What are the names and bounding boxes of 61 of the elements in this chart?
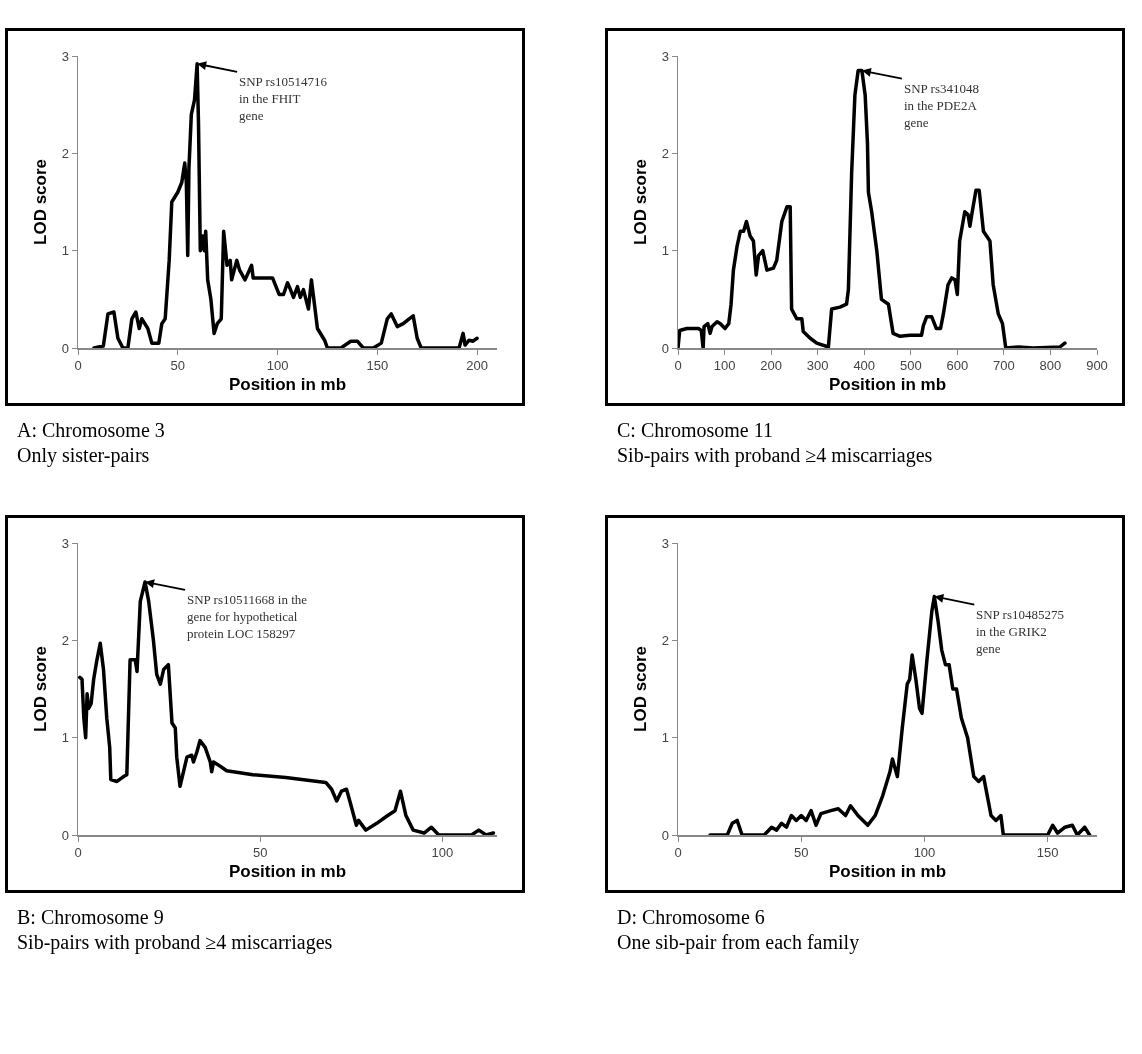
line-series [708, 594, 1092, 835]
y-axis-title: LOD score [31, 159, 51, 245]
y-tick-label: 1 [61, 243, 69, 259]
y-axis-title: LOD score [631, 159, 651, 245]
x-tick-label: 100 [266, 358, 289, 374]
y-tick-label: 0 [661, 340, 669, 356]
text: D: Chromosome 6 [617, 905, 766, 930]
y-tick-label: 2 [661, 632, 669, 648]
x-axis-title: Position in mb [828, 375, 947, 395]
x-tick-label: 100 [913, 845, 936, 861]
text: A: Chromosome 3 [17, 418, 166, 443]
x-tick-label: 800 [1039, 358, 1062, 374]
x-tick-label: 150 [1036, 845, 1059, 861]
annotation: SNP rs10485275 in the GRIK2 gene [976, 607, 1065, 656]
y-tick-label: 3 [661, 535, 669, 551]
x-tick-label: 50 [794, 845, 809, 861]
y-tick-label: 1 [661, 730, 669, 746]
text: Sib-pairs with proband ≥4 miscarriages [617, 443, 934, 468]
text: Only sister-pairs [17, 443, 151, 468]
x-tick-label: 200 [760, 358, 782, 374]
y-tick-label: 2 [661, 145, 669, 161]
x-tick-label: 400 [853, 358, 876, 374]
y-tick-label: 3 [61, 535, 69, 551]
y-axis-title: LOD score [31, 646, 51, 732]
y-tick-label: 2 [61, 632, 69, 648]
x-tick-label: 0 [74, 845, 82, 861]
text: Sib-pairs with proband ≥4 miscarriages [17, 930, 334, 955]
x-tick-label: 0 [674, 845, 682, 861]
x-tick-label: 500 [899, 358, 922, 374]
x-tick-label: 0 [74, 358, 82, 374]
y-axis-title: LOD score [631, 646, 651, 732]
x-tick-label: 50 [252, 845, 268, 861]
y-tick-label: 1 [661, 243, 669, 259]
annotation: SNP rs10511668 in the gene for hypothetical protein LOC 158297 [187, 592, 308, 641]
x-axis-title: Position in mb [228, 862, 347, 882]
x-tick-label: 50 [170, 358, 185, 374]
annotation: SNP rs10514716 in the FHIT gene [239, 74, 328, 123]
y-tick-label: 0 [661, 827, 669, 843]
y-tick-label: 0 [61, 340, 69, 356]
x-tick-label: 600 [946, 358, 969, 374]
line-series [92, 62, 479, 348]
text: B: Chromosome 9 [17, 905, 165, 930]
x-tick-label: 100 [431, 845, 454, 861]
x-tick-label: 200 [466, 358, 488, 374]
line-series [678, 68, 1067, 348]
x-axis-title: Position in mb [828, 862, 947, 882]
x-tick-label: 300 [806, 358, 829, 374]
x-tick-label: 0 [674, 358, 682, 374]
text: One sib-pair from each family [617, 930, 861, 955]
x-axis-title: Position in mb [228, 375, 347, 395]
y-tick-label: 1 [61, 730, 69, 746]
x-tick-label: 150 [366, 358, 389, 374]
y-tick-label: 0 [61, 827, 69, 843]
annotation: SNP rs341048 in the PDE2A gene [904, 81, 980, 130]
y-tick-label: 2 [61, 145, 69, 161]
y-tick-label: 3 [61, 48, 69, 64]
x-tick-label: 700 [993, 358, 1015, 374]
x-tick-label: 900 [1086, 358, 1108, 374]
x-tick-label: 100 [713, 358, 736, 374]
y-tick-label: 3 [661, 48, 669, 64]
text: C: Chromosome 11 [617, 418, 774, 443]
